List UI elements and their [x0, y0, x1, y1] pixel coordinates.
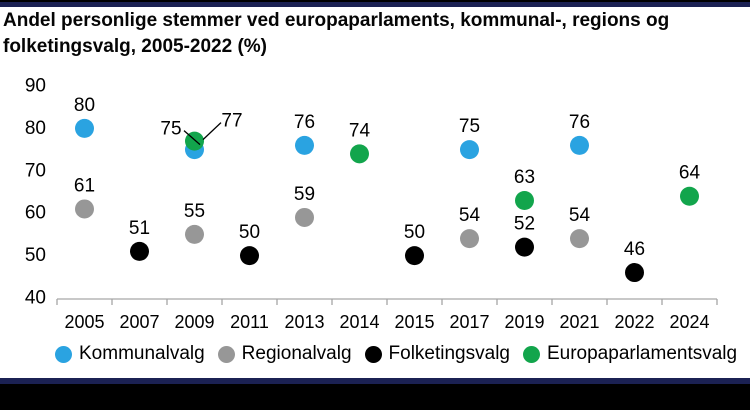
data-label: 64: [679, 163, 701, 184]
data-label: 61: [74, 175, 95, 196]
data-label: 54: [459, 205, 481, 226]
data-point-regionalvalg-2021: [570, 229, 589, 249]
y-axis-tick-label: 50: [25, 245, 46, 266]
data-label: 55: [184, 201, 205, 222]
legend-item-regionalvalg: Regionalvalg: [217, 343, 352, 365]
data-point-kommunalvalg-2013: [295, 135, 314, 155]
legend-item-kommunalvalg: Kommunalvalg: [55, 343, 205, 365]
legend-label: Kommunalvalg: [79, 343, 205, 364]
data-point-folketingsvalg-2019: [515, 237, 534, 257]
data-label: 54: [569, 205, 591, 226]
chart-legend: Kommunalvalg Regionalvalg Folketingsvalg Eu…: [55, 343, 738, 365]
legend-marker-icon: [55, 345, 72, 363]
legend-marker-icon: [217, 345, 235, 363]
data-point-regionalvalg-2013: [295, 207, 314, 227]
data-point-kommunalvalg-2017: [460, 140, 479, 160]
callout-line: [183, 130, 201, 146]
data-point-kommunalvalg-2005: [75, 118, 94, 138]
x-axis-tick-label: 2009: [174, 312, 214, 332]
data-label: 50: [239, 222, 260, 243]
data-point-europaparlamentsvalg-2014: [350, 144, 369, 164]
x-axis-tick-label: 2019: [504, 312, 544, 332]
legend-marker-icon: [364, 345, 382, 363]
y-axis-tick-label: 90: [25, 76, 46, 97]
data-label: 51: [129, 218, 150, 239]
data-point-kommunalvalg-2021: [570, 135, 589, 155]
legend-item-folketingsvalg: Folketingsvalg: [364, 343, 510, 365]
data-label: 46: [624, 239, 645, 260]
x-axis-tick-label: 2015: [394, 312, 434, 332]
callout-data-label: 77: [221, 111, 242, 132]
data-label: 52: [514, 214, 535, 235]
data-point-regionalvalg-2009: [185, 224, 204, 244]
data-label: 63: [514, 167, 535, 188]
x-axis-tick-label: 2017: [449, 312, 489, 332]
top-border-black: [0, 0, 750, 2]
data-label: 50: [404, 222, 425, 243]
legend-label: Regionalvalg: [241, 343, 352, 364]
y-axis-tick-label: 80: [25, 118, 46, 139]
callout-data-label: 75: [160, 119, 181, 140]
data-label: 59: [294, 184, 315, 205]
x-axis-tick-label: 2007: [119, 312, 159, 332]
data-label: 80: [74, 95, 95, 116]
data-point-regionalvalg-2005: [75, 199, 94, 219]
x-axis-tick-label: 2011: [230, 312, 269, 332]
data-label: 74: [349, 120, 371, 141]
data-label: 76: [569, 112, 590, 133]
x-axis-tick-label: 2013: [284, 312, 324, 332]
y-axis-tick-label: 70: [25, 160, 46, 181]
data-point-regionalvalg-2017: [460, 229, 479, 249]
x-axis-tick-label: 2022: [614, 312, 654, 332]
x-axis-tick-label: 2024: [669, 312, 709, 332]
data-point-folketingsvalg-2022: [625, 263, 644, 283]
data-point-europaparlamentsvalg-2019: [515, 190, 534, 210]
data-label: 76: [294, 112, 315, 133]
data-point-folketingsvalg-2011: [240, 246, 259, 266]
data-point-folketingsvalg-2015: [405, 246, 424, 266]
legend-label: Folketingsvalg: [388, 343, 510, 364]
y-axis-tick-label: 60: [25, 203, 46, 224]
legend-marker-icon: [522, 345, 540, 363]
callout-line: [202, 122, 222, 141]
bottom-border-navy: [0, 378, 750, 384]
top-border-navy: [0, 2, 750, 7]
legend-item-europaparlamentsvalg: Europaparlamentsvalg: [522, 343, 738, 365]
x-axis-tick-label: 2014: [339, 312, 379, 332]
bottom-border-black: [0, 384, 750, 410]
chart-title: Andel personlige stemmer ved europaparla…: [3, 10, 670, 57]
x-axis-tick-label: 2021: [559, 312, 599, 332]
data-point-europaparlamentsvalg-2024: [680, 186, 699, 206]
legend-label: Europaparlamentsvalg: [546, 343, 738, 364]
x-axis-tick-label: 2005: [64, 312, 104, 332]
y-axis-tick-label: 40: [25, 288, 46, 309]
data-label: 75: [459, 116, 480, 137]
data-point-folketingsvalg-2007: [130, 241, 149, 261]
